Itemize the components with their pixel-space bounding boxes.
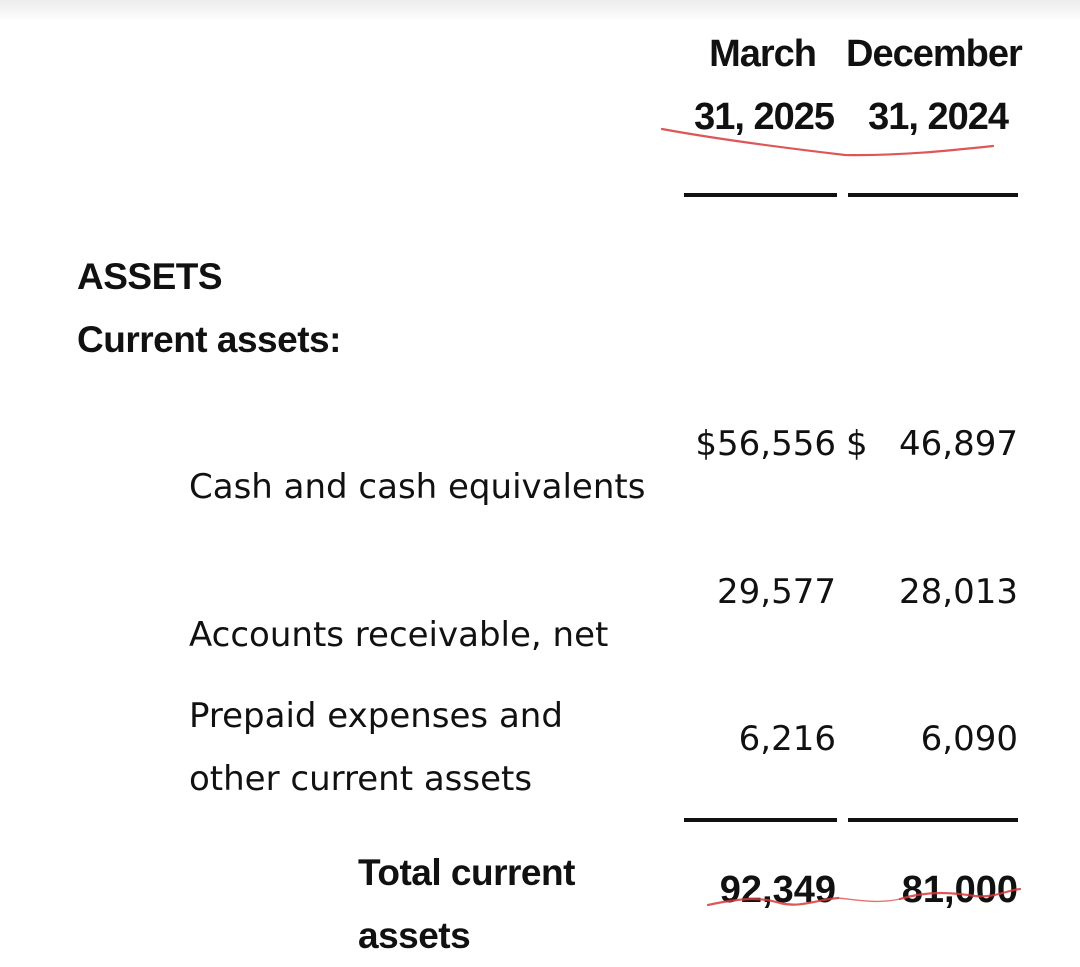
section-heading-assets: ASSETS	[77, 256, 223, 297]
row-currency-cash-2024: $	[846, 424, 868, 464]
section-heading-current-assets: Current assets:	[77, 319, 341, 360]
subtotal-col1-underline	[684, 818, 837, 822]
row-value-cash-2024: 46,897	[899, 424, 1018, 464]
total-value-2024: 81,000	[901, 869, 1018, 911]
row-value-accounts-receivable-2024: 28,013	[899, 572, 1018, 612]
top-edge-shadow	[0, 0, 1080, 22]
header-col2-date: 31, 2024	[868, 96, 1009, 138]
row-value-cash-2025: $56,556	[695, 424, 836, 464]
header-col1-underline	[684, 193, 837, 197]
row-value-prepaid-2025: 6,216	[738, 719, 836, 759]
row-value-accounts-receivable-2025: 29,577	[717, 572, 836, 612]
total-label-line1: Total current	[358, 852, 575, 893]
header-col2-underline	[848, 193, 1018, 197]
subtotal-col2-underline	[848, 818, 1018, 822]
total-value-2025: 92,349	[719, 869, 836, 911]
row-label-accounts-receivable: Accounts receivable, net	[189, 615, 609, 655]
row-label-prepaid-line1: Prepaid expenses and	[189, 696, 563, 736]
header-col2-month: December	[846, 33, 1023, 75]
row-label-prepaid-line2: other current assets	[189, 759, 533, 799]
header-col1-date: 31, 2025	[694, 96, 835, 138]
row-value-prepaid-2024: 6,090	[920, 719, 1018, 759]
total-label-line2: assets	[358, 915, 471, 956]
header-col1-month: March	[709, 33, 817, 75]
row-label-cash: Cash and cash equivalents	[189, 467, 646, 507]
